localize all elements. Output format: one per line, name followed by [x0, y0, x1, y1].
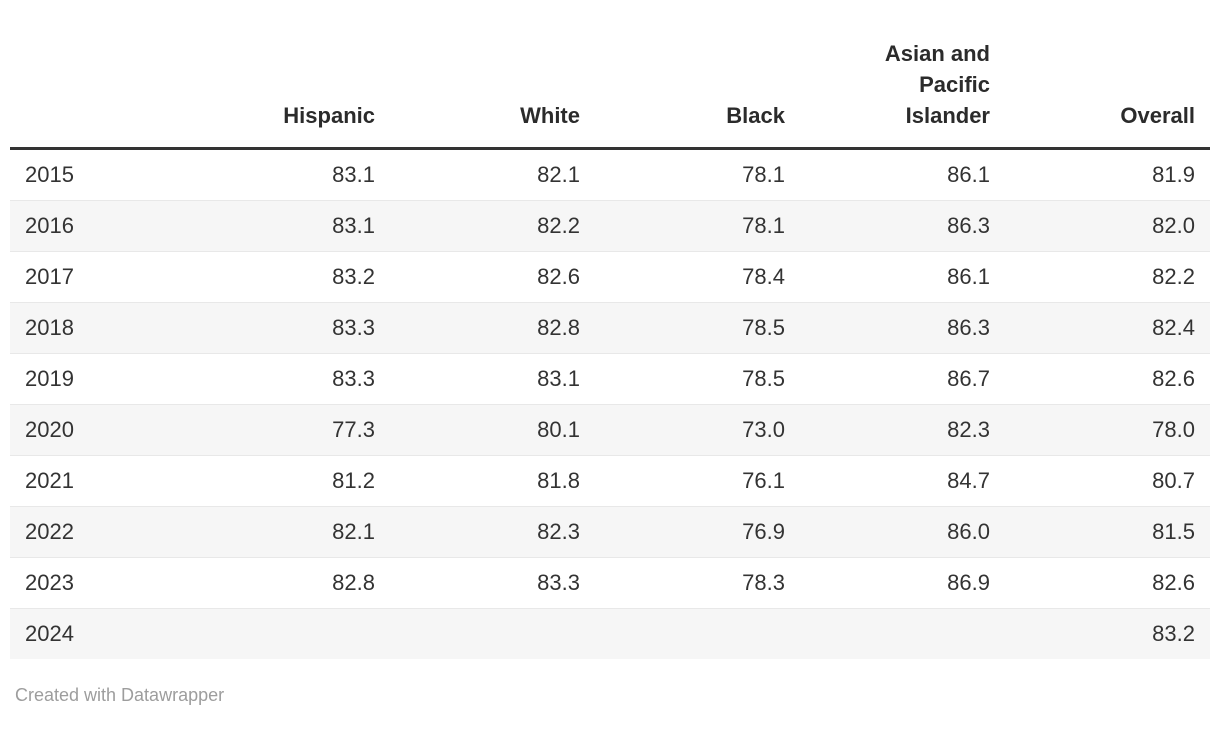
cell-black: 78.1 — [742, 161, 785, 187]
cell-white: 83.3 — [390, 556, 595, 609]
datawrapper-attribution-link[interactable]: Created with Datawrapper — [15, 684, 225, 705]
cell-asian-pacific-islander: 86.1 — [947, 161, 990, 187]
table-row: 2018 83.3 82.8 78.5 86.3 82.4 — [10, 301, 1210, 354]
cell-year: 2017 — [10, 250, 185, 303]
cell-black: 73.0 — [595, 403, 800, 456]
table-row: 2021 81.2 81.8 76.1 84.7 80.7 — [10, 454, 1210, 507]
column-header-black: Black — [595, 0, 800, 150]
cell-black: 78.5 — [595, 301, 800, 354]
column-header-year — [10, 0, 185, 150]
cell-asian-pacific-islander: 84.7 — [800, 454, 1005, 507]
cell-year: 2024 — [10, 607, 185, 659]
cell-black: 78.3 — [595, 556, 800, 609]
cell-white: 81.8 — [390, 454, 595, 507]
cell-black: 76.1 — [595, 454, 800, 507]
cell-white: 82.8 — [390, 301, 595, 354]
cell-white: 82.6 — [390, 250, 595, 303]
cell-black: 78.4 — [595, 250, 800, 303]
cell-white — [390, 607, 595, 659]
table-header: Hispanic White Black Asian and Pacific I… — [10, 0, 1210, 150]
table-row: 2019 83.3 83.1 78.5 86.7 82.6 — [10, 352, 1210, 405]
table-row: 2020 77.3 80.1 73.0 82.3 78.0 — [10, 403, 1210, 456]
cell-hispanic: 83.1 — [332, 161, 375, 187]
cell-black: 78.1 — [595, 199, 800, 252]
cell-asian-pacific-islander: 86.3 — [800, 199, 1005, 252]
table-row: 2024 83.2 — [10, 607, 1210, 659]
cell-asian-pacific-islander — [800, 607, 1005, 659]
cell-year: 2018 — [10, 301, 185, 354]
cell-black: 76.9 — [595, 505, 800, 558]
cell-white: 83.1 — [390, 352, 595, 405]
cell-year: 2019 — [10, 352, 185, 405]
cell-overall: 83.2 — [1005, 607, 1210, 659]
cell-overall: 82.6 — [1005, 556, 1210, 609]
cell-year: 2021 — [10, 454, 185, 507]
column-header-asian-pacific-islander: Asian and Pacific Islander — [800, 0, 1005, 150]
cell-black: 78.5 — [595, 352, 800, 405]
cell-overall: 82.6 — [1005, 352, 1210, 405]
table-row: 2015 83.1 82.1 78.1 86.1 81.9 — [10, 148, 1210, 200]
cell-hispanic: 82.1 — [185, 505, 390, 558]
cell-white: 82.2 — [390, 199, 595, 252]
cell-asian-pacific-islander: 86.3 — [800, 301, 1005, 354]
cell-asian-pacific-islander: 86.1 — [800, 250, 1005, 303]
cell-white: 80.1 — [390, 403, 595, 456]
data-table: Hispanic White Black Asian and Pacific I… — [10, 0, 1210, 659]
cell-hispanic: 83.3 — [185, 352, 390, 405]
cell-hispanic: 83.1 — [185, 199, 390, 252]
cell-hispanic: 77.3 — [185, 403, 390, 456]
cell-year: 2022 — [10, 505, 185, 558]
cell-year: 2023 — [10, 556, 185, 609]
cell-hispanic — [185, 607, 390, 659]
cell-year: 2020 — [10, 403, 185, 456]
cell-overall: 80.7 — [1005, 454, 1210, 507]
cell-overall: 82.4 — [1005, 301, 1210, 354]
table-row: 2017 83.2 82.6 78.4 86.1 82.2 — [10, 250, 1210, 303]
cell-year: 2016 — [10, 199, 185, 252]
cell-asian-pacific-islander: 86.0 — [800, 505, 1005, 558]
cell-asian-pacific-islander: 86.9 — [800, 556, 1005, 609]
table-row: 2016 83.1 82.2 78.1 86.3 82.0 — [10, 199, 1210, 252]
header-row: Hispanic White Black Asian and Pacific I… — [10, 0, 1210, 150]
cell-hispanic: 81.2 — [185, 454, 390, 507]
column-header-overall: Overall — [1005, 0, 1210, 150]
table-body: 2015 83.1 82.1 78.1 86.1 81.9 2016 83.1 … — [10, 148, 1210, 659]
cell-asian-pacific-islander: 86.7 — [800, 352, 1005, 405]
cell-asian-pacific-islander: 82.3 — [800, 403, 1005, 456]
cell-overall: 81.5 — [1005, 505, 1210, 558]
column-header-white: White — [390, 0, 595, 150]
cell-black — [595, 607, 800, 659]
column-header-hispanic: Hispanic — [185, 0, 390, 150]
table-row: 2022 82.1 82.3 76.9 86.0 81.5 — [10, 505, 1210, 558]
column-header-asian-pacific-islander-label: Asian and Pacific Islander — [884, 41, 990, 129]
cell-white: 82.1 — [537, 161, 580, 187]
cell-overall: 82.0 — [1005, 199, 1210, 252]
cell-hispanic: 83.2 — [185, 250, 390, 303]
cell-overall: 78.0 — [1005, 403, 1210, 456]
cell-overall: 81.9 — [1152, 161, 1195, 187]
table-row: 2023 82.8 83.3 78.3 86.9 82.6 — [10, 556, 1210, 609]
cell-year: 2015 — [25, 161, 74, 187]
cell-white: 82.3 — [390, 505, 595, 558]
cell-overall: 82.2 — [1005, 250, 1210, 303]
cell-hispanic: 82.8 — [185, 556, 390, 609]
cell-hispanic: 83.3 — [185, 301, 390, 354]
